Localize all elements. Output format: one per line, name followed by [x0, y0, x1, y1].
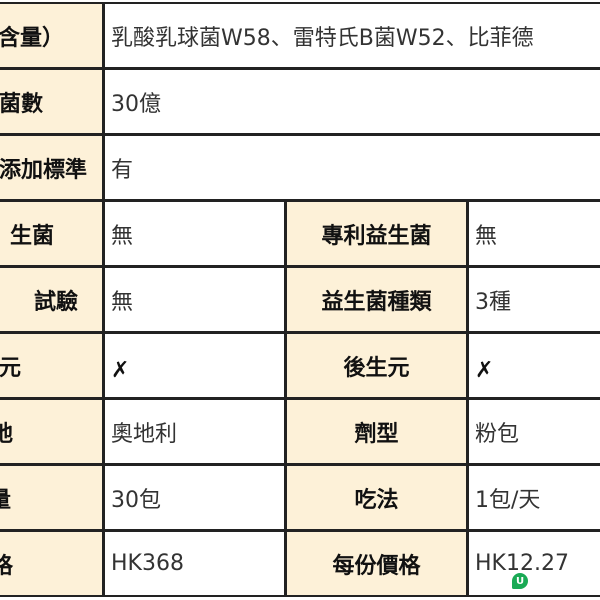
value-price: HK368	[103, 530, 286, 597]
label-row9: 格	[0, 530, 104, 597]
label-row5: 試驗	[0, 266, 104, 333]
value-quantity: 30包	[103, 464, 286, 531]
value-strains: 乳酸乳球菌W58、雷特氏B菌W52、比菲德	[103, 2, 600, 69]
value-standard: 有	[103, 134, 600, 201]
value-row5: 無	[103, 266, 286, 333]
value-strain-types: 3種	[467, 266, 600, 333]
value-price-per-serving: HK12.27	[467, 530, 600, 597]
label-standard: 添加標準	[0, 134, 104, 201]
value-row4: 無	[103, 200, 286, 267]
value-row6: ✗	[103, 332, 286, 399]
label-row8: 量	[0, 464, 104, 531]
label-row4: 生菌	[0, 200, 104, 267]
value-origin: 奧地利	[103, 398, 286, 465]
label-price-per-serving: 每份價格	[285, 530, 468, 597]
value-usage: 1包/天	[467, 464, 600, 531]
value-dosage-form: 粉包	[467, 398, 600, 465]
watermark-logo-icon: U	[512, 573, 528, 589]
value-postbiotic: ✗	[467, 332, 600, 399]
label-postbiotic: 後生元	[285, 332, 468, 399]
label-row6: 元	[0, 332, 104, 399]
label-strains: 含量）	[0, 2, 104, 69]
label-count: 菌數	[0, 68, 104, 135]
value-count: 30億	[103, 68, 600, 135]
label-strain-types: 益生菌種類	[285, 266, 468, 333]
label-usage: 吃法	[285, 464, 468, 531]
label-dosage-form: 劑型	[285, 398, 468, 465]
label-patent-probiotic: 專利益生菌	[285, 200, 468, 267]
value-patent-probiotic: 無	[467, 200, 600, 267]
label-row7: 地	[0, 398, 104, 465]
